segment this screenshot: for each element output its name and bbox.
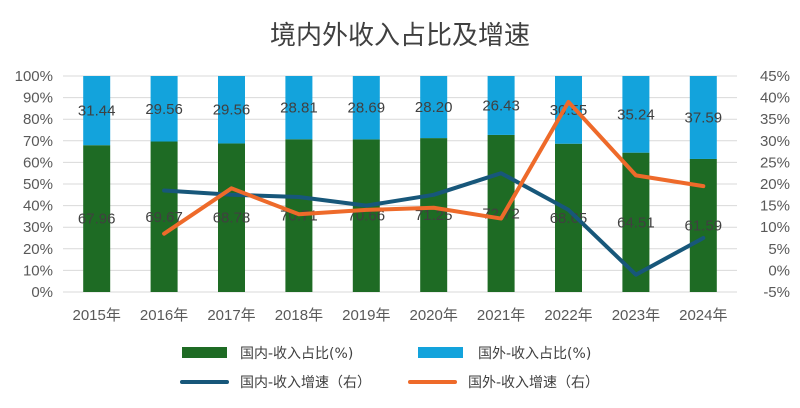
y-left-tick-label: 50%	[23, 176, 53, 193]
y-left-tick-label: 70%	[23, 133, 53, 150]
y-right-tick-label: 0%	[768, 262, 790, 279]
x-axis: 2015年 2016年 2017年 2018年 2019年 2020年 2021年 2022年…	[73, 307, 728, 324]
bar-domestic	[83, 145, 111, 292]
y-right-tick-label: 45%	[760, 68, 790, 85]
x-tick-label: 2022年	[544, 307, 592, 324]
y-right-tick-label: 15%	[760, 198, 790, 215]
bar-label-foreign: 28.69	[348, 100, 386, 117]
legend-label: 国外-收入占比(%)	[478, 346, 591, 362]
bar-foreign	[83, 76, 111, 146]
y-left-tick-label: 0%	[31, 284, 53, 301]
bar-foreign	[420, 76, 448, 139]
y-right-tick-label: 5%	[768, 241, 790, 258]
x-tick-label: 2021年	[477, 307, 525, 324]
bar-foreign	[352, 76, 380, 140]
bar-labels: 67.9631.4469.6729.5668.7829.5670.7128.81…	[78, 97, 722, 234]
bar-label-domestic: 61.59	[685, 217, 723, 234]
x-tick-label: 2016年	[140, 307, 188, 324]
line-foreign-growth	[162, 99, 706, 236]
y-left-tick-label: 90%	[23, 90, 53, 107]
bar-domestic	[218, 143, 245, 292]
bar-domestic	[150, 141, 178, 292]
y-left-tick-label: 100%	[15, 68, 53, 85]
bar-foreign	[689, 76, 717, 159]
bar-foreign	[285, 76, 313, 140]
bar-domestic	[420, 138, 448, 292]
watermark: 雪球：贝叶斯估值局	[641, 377, 785, 396]
bar-label-domestic: 71.25	[415, 207, 453, 224]
right-axis: -5% 0% 5% 10% 15% 20% 25% 30% 35% 40% 45%	[760, 68, 790, 301]
legend-swatch	[182, 347, 227, 358]
bar-label-foreign: 26.43	[482, 97, 520, 114]
x-tick-label: 2017年	[207, 307, 255, 324]
y-left-tick-label: 40%	[23, 198, 53, 215]
y-left-tick-label: 80%	[23, 111, 53, 128]
bar-label-foreign: 31.44	[78, 103, 116, 120]
legend-label: 国外-收入增速（右）	[468, 375, 599, 391]
bar-label-domestic: 68.65	[550, 210, 588, 227]
x-tick-label: 2015年	[73, 307, 121, 324]
bar-foreign	[622, 76, 650, 153]
legend-label: 国内-收入增速（右）	[240, 375, 371, 391]
bar-foreign	[487, 76, 515, 135]
y-right-tick-label: 40%	[760, 90, 790, 107]
y-left-tick-label: 60%	[23, 154, 53, 171]
legend-label: 国内-收入占比(%)	[240, 346, 353, 362]
bar-label-domestic: 64.51	[617, 214, 655, 231]
chart-title: 境内外收入占比及增速	[270, 21, 530, 51]
y-right-tick-label: -5%	[763, 284, 790, 301]
y-right-tick-label: 30%	[760, 133, 790, 150]
lines	[162, 99, 706, 277]
bar-domestic	[352, 139, 380, 292]
bar-label-foreign: 28.20	[415, 99, 453, 116]
x-tick-label: 2020年	[410, 307, 458, 324]
bar-label-foreign: 35.24	[617, 106, 655, 123]
y-left-tick-label: 30%	[23, 219, 53, 236]
bar-domestic	[487, 134, 515, 292]
x-tick-label: 2024年	[679, 307, 727, 324]
legend: 国内-收入占比(%) 国外-收入占比(%) 国内-收入增速（右） 国外-收入增速（右）	[180, 346, 599, 391]
bar-domestic	[689, 158, 717, 292]
x-tick-label: 2019年	[342, 307, 390, 324]
x-tick-label: 2018年	[275, 307, 323, 324]
y-right-tick-label: 10%	[760, 219, 790, 236]
left-axis: 0% 10% 20% 30% 40% 50% 60% 70% 80% 90% 100%	[15, 68, 53, 301]
bar-label-domestic: 69.67	[145, 209, 183, 226]
y-right-tick-label: 35%	[760, 111, 790, 128]
y-right-tick-label: 20%	[760, 176, 790, 193]
y-left-tick-label: 20%	[23, 241, 53, 258]
x-tick-label: 2023年	[612, 307, 660, 324]
bar-label-domestic: 68.78	[213, 210, 251, 227]
legend-swatch	[418, 347, 463, 358]
y-left-tick-label: 10%	[23, 262, 53, 279]
bar-label-foreign: 28.81	[280, 100, 318, 117]
y-right-tick-label: 25%	[760, 154, 790, 171]
bar-label-foreign: 29.56	[213, 102, 251, 119]
bar-foreign	[218, 76, 245, 144]
bar-foreign	[150, 76, 178, 142]
bar-label-foreign: 29.56	[145, 101, 183, 118]
bar-label-domestic: 67.96	[78, 211, 116, 228]
bar-label-foreign: 37.59	[685, 109, 723, 126]
